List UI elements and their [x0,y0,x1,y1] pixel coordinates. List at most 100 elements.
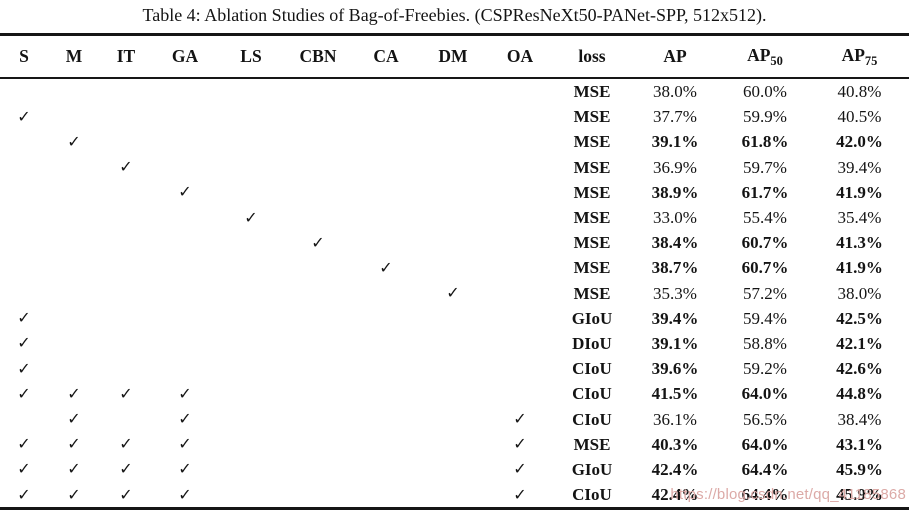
check-cell-ls [218,281,284,306]
check-cell-m [48,356,100,381]
table-row: MSE 38.0% 60.0% 40.8% [0,78,909,104]
ap-cell: 36.9% [653,157,697,177]
check-cell-it [100,255,152,280]
check-cell-it: ✓ [100,381,152,406]
check-cell-ca [352,281,420,306]
table-body: MSE 38.0% 60.0% 40.8% ✓ MSE 37.7% 59.9% 40.5% ✓ MS… [0,78,909,507]
check-cell-ls [218,78,284,104]
check-cell-s [0,406,48,431]
check-cell-it: ✓ [100,432,152,457]
check-cell-it [100,205,152,230]
check-icon: ✓ [67,486,81,504]
header-cell-oa: OA [486,36,554,79]
check-cell-oa [486,331,554,356]
table-row: ✓ MSE 38.4% 60.7% 41.3% [0,230,909,255]
check-cell-ls [218,104,284,129]
check-cell-cbn [284,129,352,154]
check-cell-oa: ✓ [486,432,554,457]
header-row: S M IT GA LS CBN CA DM OA loss AP AP50 AP75 [0,36,909,79]
table-row: ✓ ✓ ✓ ✓ ✓ CIoU 42.4% 64.4% 45.9% [0,482,909,507]
check-cell-s: ✓ [0,356,48,381]
check-cell-m: ✓ [48,432,100,457]
check-icon: ✓ [178,461,192,479]
header-cell-ga: GA [152,36,218,79]
check-cell-dm [420,331,486,356]
check-cell-ga: ✓ [152,457,218,482]
check-cell-cbn [284,281,352,306]
check-cell-m [48,78,100,104]
loss-cell: CIoU [572,485,612,505]
check-cell-ga [152,205,218,230]
header-cell-ls: LS [218,36,284,79]
check-cell-dm [420,129,486,154]
header-subscript: 75 [864,53,878,68]
check-cell-dm [420,155,486,180]
ap50-cell: 56.5% [743,409,787,429]
check-icon: ✓ [446,285,460,303]
ap50-cell: 59.7% [743,157,787,177]
ap75-cell: 42.1% [836,333,883,353]
check-cell-cbn [284,155,352,180]
check-cell-it [100,129,152,154]
check-cell-it [100,406,152,431]
ap-cell: 33.0% [653,208,697,228]
table-row: ✓ ✓ ✓ ✓ ✓ GIoU 42.4% 64.4% 45.9% [0,457,909,482]
check-cell-ga [152,155,218,180]
ap50-cell: 61.7% [741,182,789,202]
check-cell-oa [486,306,554,331]
ap50-cell: 59.4% [743,308,787,328]
check-cell-cbn [284,482,352,507]
ap75-cell: 42.0% [836,132,883,152]
check-cell-it [100,180,152,205]
check-cell-s: ✓ [0,482,48,507]
header-cell-dm: DM [420,36,486,79]
check-cell-ca [352,129,420,154]
check-cell-ls [218,406,284,431]
header-cell-ap50: AP50 [720,36,810,79]
check-cell-cbn [284,205,352,230]
check-cell-ca [352,78,420,104]
table-row: ✓ MSE 37.7% 59.9% 40.5% [0,104,909,129]
table-caption: Table 4: Ablation Studies of Bag-of-Free… [142,5,767,25]
check-icon: ✓ [513,486,527,504]
check-cell-cbn [284,78,352,104]
loss-cell: GIoU [571,308,613,328]
check-cell-cbn [284,180,352,205]
loss-cell: MSE [573,434,611,454]
check-cell-dm [420,230,486,255]
check-cell-ga [152,230,218,255]
ap50-cell: 55.4% [743,208,787,228]
ap75-cell: 42.5% [836,308,883,328]
check-cell-s: ✓ [0,457,48,482]
check-cell-ca [352,457,420,482]
ap-cell: 39.4% [651,308,699,328]
ap50-cell: 59.9% [743,107,787,127]
check-icon: ✓ [17,335,31,353]
table-row: ✓ MSE 33.0% 55.4% 35.4% [0,205,909,230]
check-cell-dm [420,205,486,230]
check-cell-cbn [284,331,352,356]
check-cell-dm [420,482,486,507]
check-cell-oa [486,205,554,230]
check-cell-cbn [284,306,352,331]
check-cell-ca [352,331,420,356]
check-cell-s [0,129,48,154]
ap-cell: 38.0% [653,82,697,102]
check-icon: ✓ [17,108,31,126]
check-icon: ✓ [178,385,192,403]
table-row: ✓ MSE 36.9% 59.7% 39.4% [0,155,909,180]
check-cell-ga: ✓ [152,180,218,205]
check-cell-oa [486,356,554,381]
header-cell-m: M [48,36,100,79]
check-cell-ca [352,230,420,255]
check-cell-m [48,180,100,205]
check-icon: ✓ [119,159,133,177]
check-cell-m [48,230,100,255]
check-cell-ga: ✓ [152,432,218,457]
check-cell-ca [352,155,420,180]
ap75-cell: 41.9% [836,258,883,278]
check-cell-m: ✓ [48,457,100,482]
check-icon: ✓ [119,461,133,479]
header-cell-ap75: AP75 [810,36,909,79]
